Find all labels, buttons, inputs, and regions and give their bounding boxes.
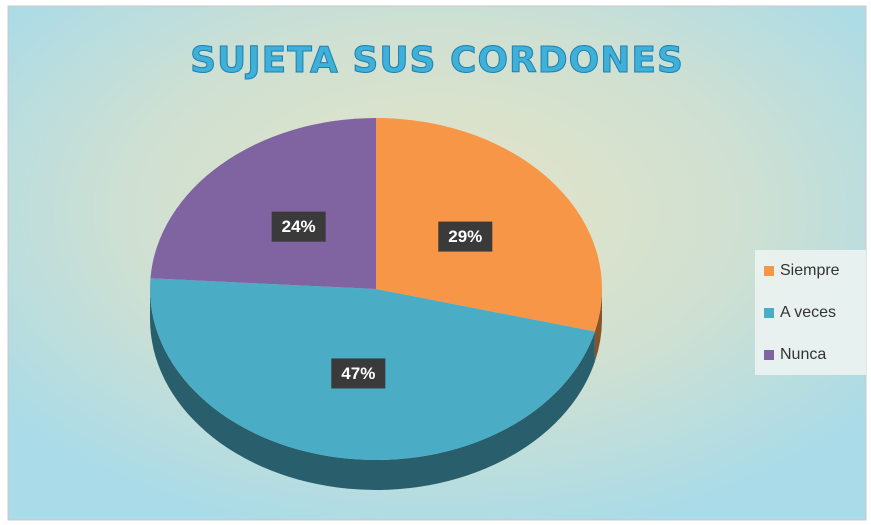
slice [150, 118, 376, 289]
data-label: 24% [282, 217, 316, 236]
legend-swatch [764, 266, 774, 276]
slice-side [150, 289, 595, 490]
slice-side [594, 289, 602, 362]
legend-swatch [764, 350, 774, 360]
legend-swatch [764, 308, 774, 318]
legend-label: A veces [780, 304, 836, 321]
data-label-box [271, 211, 326, 242]
data-label: 29% [448, 227, 482, 246]
data-label: 47% [341, 364, 375, 383]
chart-title: SUJETA SUS CORDONES [190, 40, 684, 81]
legend-label: Nunca [780, 346, 826, 363]
legend-label: Siempre [780, 262, 840, 279]
data-label-box [438, 221, 493, 252]
data-label-box [331, 358, 386, 389]
